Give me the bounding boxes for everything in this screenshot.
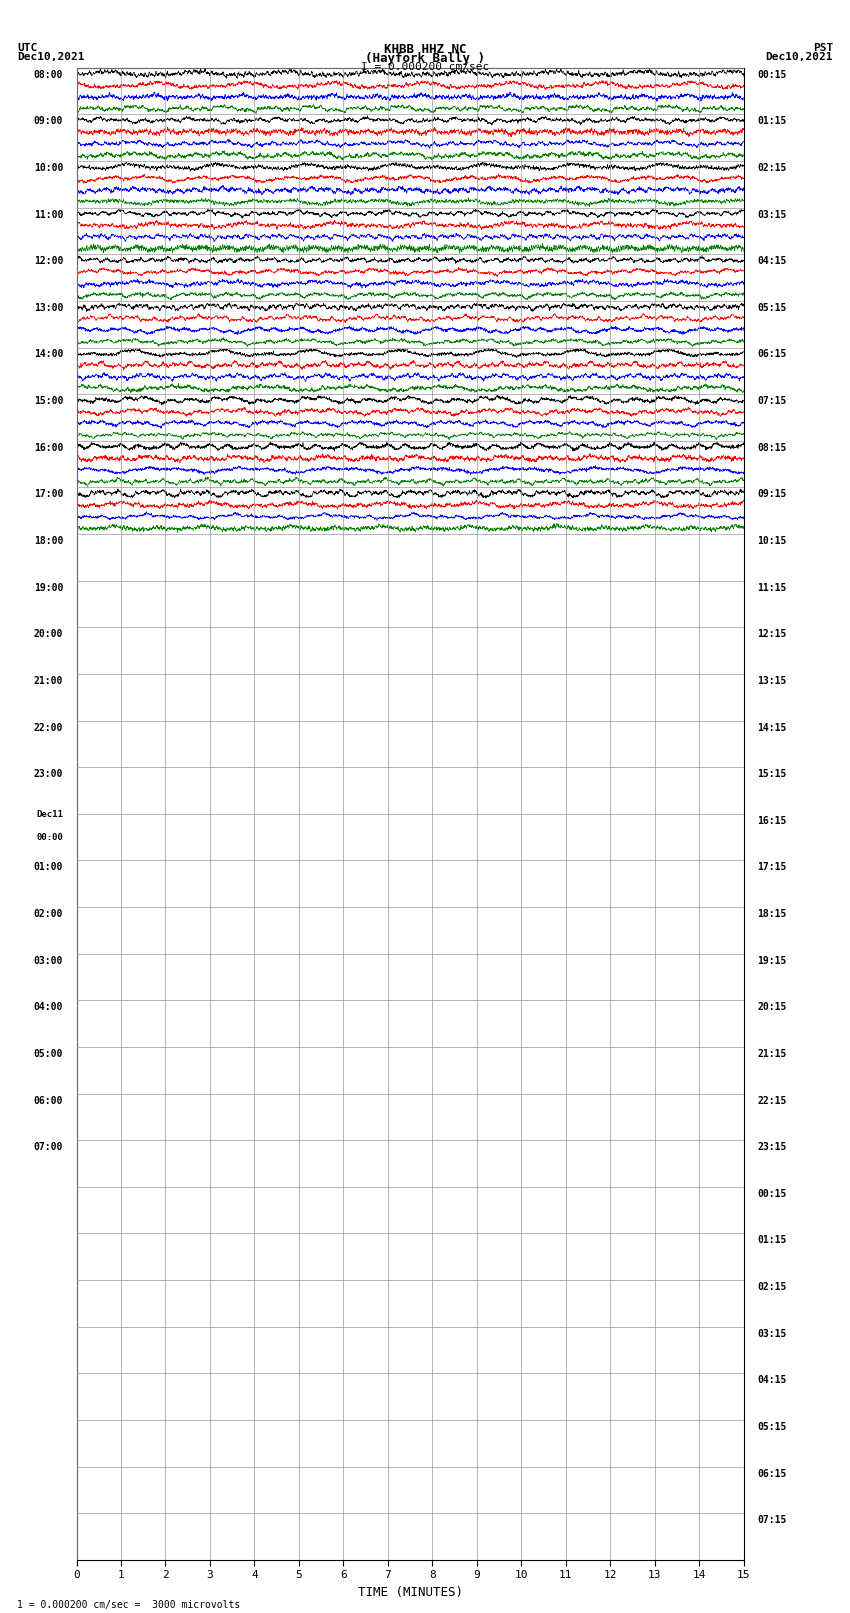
Text: 04:15: 04:15 bbox=[757, 1376, 786, 1386]
Text: 05:15: 05:15 bbox=[757, 303, 786, 313]
Text: 05:15: 05:15 bbox=[757, 1423, 786, 1432]
Text: 18:15: 18:15 bbox=[757, 910, 786, 919]
Text: I = 0.000200 cm/sec: I = 0.000200 cm/sec bbox=[361, 63, 489, 73]
Text: Dec11: Dec11 bbox=[37, 810, 63, 819]
Text: 07:15: 07:15 bbox=[757, 1515, 786, 1526]
Text: 20:00: 20:00 bbox=[34, 629, 63, 639]
Text: KHBB HHZ NC: KHBB HHZ NC bbox=[383, 44, 467, 56]
Text: 05:00: 05:00 bbox=[34, 1048, 63, 1058]
Text: 07:00: 07:00 bbox=[34, 1142, 63, 1152]
Text: 21:15: 21:15 bbox=[757, 1048, 786, 1058]
Text: 01:00: 01:00 bbox=[34, 863, 63, 873]
Text: 08:15: 08:15 bbox=[757, 442, 786, 453]
Text: 14:00: 14:00 bbox=[34, 350, 63, 360]
Text: 13:15: 13:15 bbox=[757, 676, 786, 686]
Text: 04:15: 04:15 bbox=[757, 256, 786, 266]
Text: 02:00: 02:00 bbox=[34, 910, 63, 919]
Text: 06:00: 06:00 bbox=[34, 1095, 63, 1105]
Text: 00:15: 00:15 bbox=[757, 1189, 786, 1198]
Text: 07:15: 07:15 bbox=[757, 397, 786, 406]
Text: 13:00: 13:00 bbox=[34, 303, 63, 313]
Text: 11:00: 11:00 bbox=[34, 210, 63, 219]
Text: 17:00: 17:00 bbox=[34, 489, 63, 500]
Text: 23:00: 23:00 bbox=[34, 769, 63, 779]
Text: 15:00: 15:00 bbox=[34, 397, 63, 406]
Text: 11:15: 11:15 bbox=[757, 582, 786, 592]
Text: 18:00: 18:00 bbox=[34, 536, 63, 545]
Text: 19:00: 19:00 bbox=[34, 582, 63, 592]
Text: 23:15: 23:15 bbox=[757, 1142, 786, 1152]
Text: 00:15: 00:15 bbox=[757, 69, 786, 79]
Text: 12:00: 12:00 bbox=[34, 256, 63, 266]
Text: 01:15: 01:15 bbox=[757, 116, 786, 126]
Text: 22:15: 22:15 bbox=[757, 1095, 786, 1105]
Text: 10:15: 10:15 bbox=[757, 536, 786, 545]
Text: 19:15: 19:15 bbox=[757, 955, 786, 966]
Text: UTC: UTC bbox=[17, 44, 37, 53]
Text: 02:15: 02:15 bbox=[757, 1282, 786, 1292]
Text: 01:15: 01:15 bbox=[757, 1236, 786, 1245]
Text: 03:00: 03:00 bbox=[34, 955, 63, 966]
Text: 08:00: 08:00 bbox=[34, 69, 63, 79]
X-axis label: TIME (MINUTES): TIME (MINUTES) bbox=[358, 1586, 462, 1598]
Text: 17:15: 17:15 bbox=[757, 863, 786, 873]
Text: 00:00: 00:00 bbox=[37, 834, 63, 842]
Text: 14:15: 14:15 bbox=[757, 723, 786, 732]
Text: 09:00: 09:00 bbox=[34, 116, 63, 126]
Text: 16:00: 16:00 bbox=[34, 442, 63, 453]
Text: Dec10,2021: Dec10,2021 bbox=[17, 52, 84, 63]
Text: (Hayfork Bally ): (Hayfork Bally ) bbox=[365, 52, 485, 66]
Text: 15:15: 15:15 bbox=[757, 769, 786, 779]
Text: 10:00: 10:00 bbox=[34, 163, 63, 173]
Text: 16:15: 16:15 bbox=[757, 816, 786, 826]
Text: 09:15: 09:15 bbox=[757, 489, 786, 500]
Text: 21:00: 21:00 bbox=[34, 676, 63, 686]
Text: Dec10,2021: Dec10,2021 bbox=[766, 52, 833, 63]
Text: 04:00: 04:00 bbox=[34, 1002, 63, 1013]
Text: 03:15: 03:15 bbox=[757, 210, 786, 219]
Text: 02:15: 02:15 bbox=[757, 163, 786, 173]
Text: 03:15: 03:15 bbox=[757, 1329, 786, 1339]
Text: 12:15: 12:15 bbox=[757, 629, 786, 639]
Text: 1 = 0.000200 cm/sec =  3000 microvolts: 1 = 0.000200 cm/sec = 3000 microvolts bbox=[17, 1600, 241, 1610]
Text: 20:15: 20:15 bbox=[757, 1002, 786, 1013]
Text: 06:15: 06:15 bbox=[757, 350, 786, 360]
Text: PST: PST bbox=[813, 44, 833, 53]
Text: 22:00: 22:00 bbox=[34, 723, 63, 732]
Text: 06:15: 06:15 bbox=[757, 1468, 786, 1479]
